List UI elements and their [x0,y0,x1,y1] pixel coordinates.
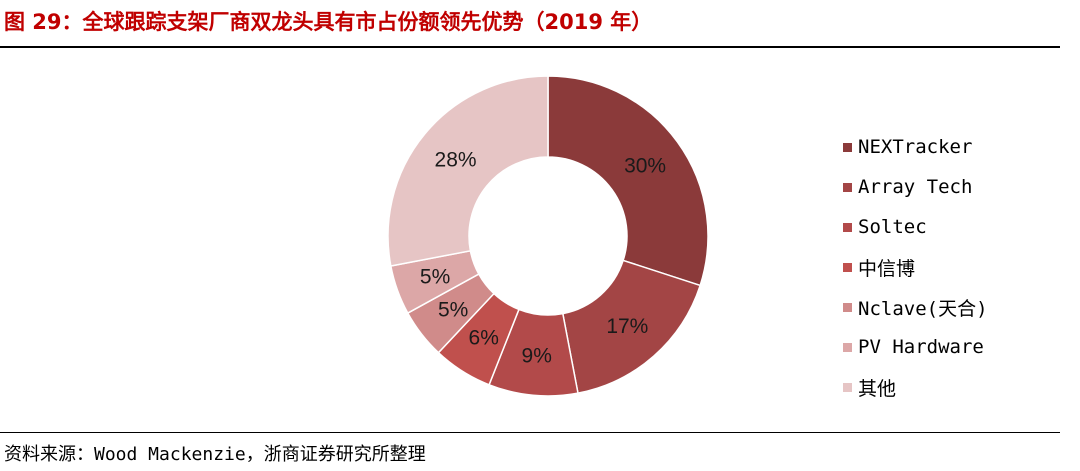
legend-label: PV Hardware [858,336,984,358]
legend-label: Nclave(天合) [858,297,988,320]
legend-item: Array Tech [843,167,988,207]
slice-label-3: 6% [469,326,499,349]
legend-swatch [843,182,852,192]
source-note: 资料来源：Wood Mackenzie，浙商证券研究所整理 [4,444,426,465]
legend-item: NEXTracker [843,127,988,167]
legend-swatch [843,302,852,312]
legend-item: Nclave(天合) [843,287,988,327]
legend-swatch [843,262,852,272]
legend-label: 中信博 [858,257,916,280]
slice-1 [561,259,702,395]
legend-item: 其他 [843,367,988,407]
legend-swatch [843,342,852,352]
slice-label-4: 5% [438,299,468,322]
legend-swatch [843,382,852,392]
legend-swatch [843,222,852,232]
top-rule [0,46,1060,48]
legend-label: NEXTracker [858,136,973,158]
legend-label: 其他 [858,377,897,400]
legend-label: Soltec [858,216,927,238]
slice-label-6: 28% [435,149,477,172]
bottom-rule [0,432,1060,433]
slice-0 [547,75,709,287]
legend-label: Array Tech [858,176,973,198]
slice-label-1: 17% [606,315,648,338]
legend-swatch [843,142,852,152]
chart-legend: NEXTracker Array Tech Soltec 中信博 Nclave(天合) P… [843,127,988,407]
legend-item: PV Hardware [843,327,988,367]
slice-6 [387,75,549,267]
figure-title: 图 29：全球跟踪支架厂商双龙头具有市占份额领先优势（2019 年） [4,10,653,34]
slice-label-5: 5% [420,266,450,289]
slice-label-0: 30% [624,154,666,177]
slice-label-2: 9% [522,344,552,367]
legend-item: 中信博 [843,247,988,287]
legend-item: Soltec [843,207,988,247]
